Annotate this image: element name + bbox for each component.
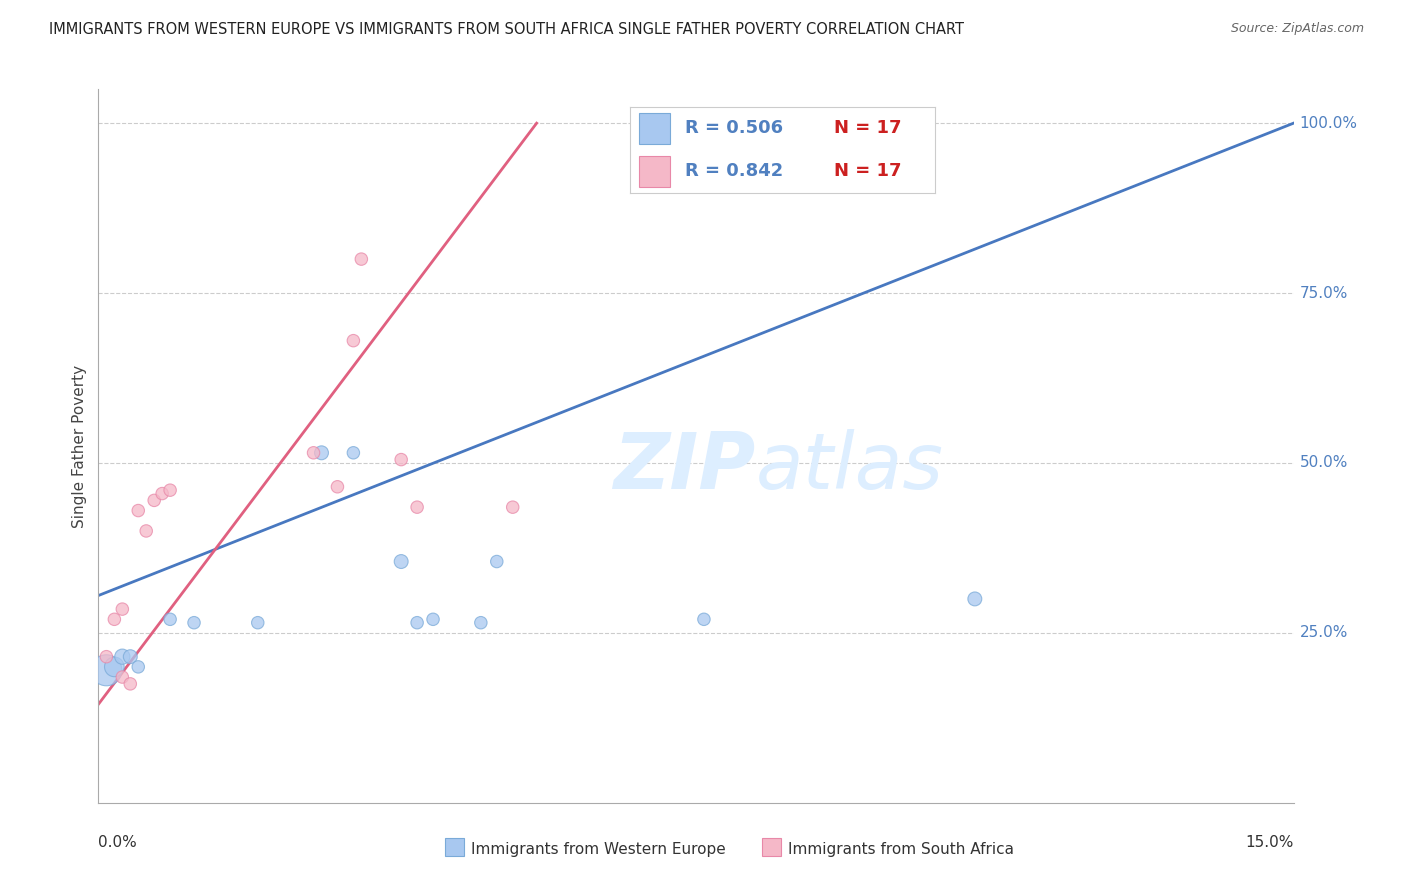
Point (96, 663, 118, 677)
Text: IMMIGRANTS FROM WESTERN EUROPE VS IMMIGRANTS FROM SOUTH AFRICA SINGLE FATHER POV: IMMIGRANTS FROM WESTERN EUROPE VS IMMIGR… (49, 22, 965, 37)
Text: 15.0%: 15.0% (1246, 835, 1294, 850)
Point (96, 649, 118, 664)
Point (111, 602, 134, 616)
Point (502, 500, 524, 515)
Point (159, 612, 181, 626)
FancyBboxPatch shape (446, 838, 464, 856)
Y-axis label: Single Father Poverty: Single Father Poverty (72, 365, 87, 527)
Point (150, 486, 173, 500)
Point (111, 649, 134, 664)
Point (120, 677, 142, 691)
Text: 25.0%: 25.0% (1299, 625, 1348, 640)
Point (342, 446, 364, 460)
Point (342, 334, 364, 348)
Point (103, 660, 125, 674)
Text: Source: ZipAtlas.com: Source: ZipAtlas.com (1230, 22, 1364, 36)
Point (120, 649, 142, 664)
Point (246, 615, 269, 630)
Point (693, 612, 716, 626)
Point (127, 503, 149, 517)
Point (302, 446, 325, 460)
Text: 75.0%: 75.0% (1299, 285, 1348, 301)
Text: Immigrants from Western Europe: Immigrants from Western Europe (471, 842, 725, 857)
Point (389, 555, 412, 569)
Point (311, 446, 333, 460)
Point (350, 252, 373, 266)
Point (470, 615, 492, 630)
Text: Immigrants from South Africa: Immigrants from South Africa (787, 842, 1014, 857)
Text: atlas: atlas (756, 429, 943, 506)
Text: 50.0%: 50.0% (1299, 456, 1348, 470)
Point (963, 591, 986, 606)
Text: 0.0%: 0.0% (98, 835, 138, 850)
Point (103, 612, 125, 626)
Text: ZIP: ZIP (613, 429, 756, 506)
Text: 100.0%: 100.0% (1299, 116, 1358, 131)
Point (127, 660, 149, 674)
Point (159, 483, 181, 498)
Point (406, 500, 429, 515)
Point (111, 670, 134, 684)
Point (326, 480, 349, 494)
Point (135, 524, 157, 538)
Point (183, 615, 205, 630)
Point (422, 612, 444, 626)
Point (485, 555, 508, 569)
Point (406, 615, 429, 630)
FancyBboxPatch shape (762, 838, 780, 856)
Point (143, 493, 166, 508)
Point (389, 452, 412, 467)
